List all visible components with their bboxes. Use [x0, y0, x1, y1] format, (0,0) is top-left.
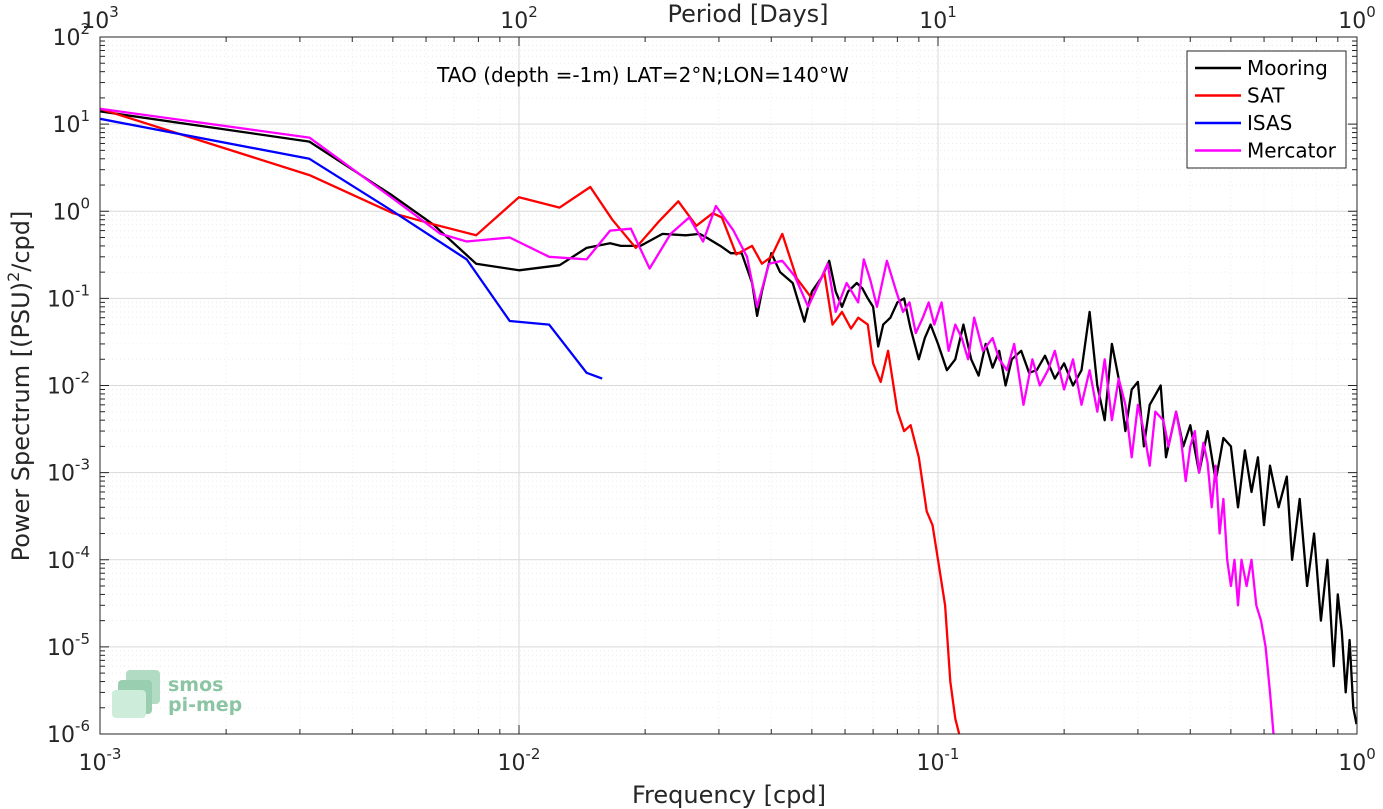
legend-label-mooring: Mooring [1247, 56, 1328, 80]
y-tick-label: 10-4 [47, 543, 90, 574]
y-axis-title-sup: 2 [4, 272, 23, 282]
top-tick-label: 101 [919, 3, 957, 34]
y-axis-title-main: Power Spectrum [(PSU) [7, 282, 35, 561]
top-tick-label: 103 [81, 3, 119, 34]
series-line-sat [100, 107, 961, 734]
legend-box [1186, 50, 1347, 169]
x-tick-label: 10-2 [498, 745, 541, 776]
logo-mark-front [112, 690, 146, 718]
top-tick-label: 102 [500, 3, 538, 34]
x-axis-title: Frequency [cpd] [632, 781, 826, 809]
y-tick-label: 100 [52, 194, 90, 225]
grid [99, 37, 1357, 735]
plot-title: TAO (depth =-1m) LAT=2°N;LON=140°W [436, 63, 849, 87]
y-tick-label: 101 [52, 107, 90, 138]
logo-text-smos: smos [168, 674, 223, 696]
y-axis-title-unit: /cpd] [7, 211, 35, 272]
series-line-isas [100, 117, 603, 380]
logo-text-pimep: pi-mep [168, 694, 242, 716]
y-tick-label: 10-6 [47, 717, 90, 748]
series-layer [100, 107, 1357, 734]
series-line-mercator [100, 107, 1275, 734]
legend: Mooring SAT ISAS Mercator [1186, 50, 1347, 169]
y-tick-label: 10-5 [47, 630, 90, 661]
tick-marks [99, 36, 1358, 735]
y-tick-label: 102 [52, 20, 90, 51]
y-axis-title: Power Spectrum [(PSU)2/cpd] [4, 211, 35, 562]
x-tick-label: 100 [1338, 745, 1376, 776]
legend-label-sat: SAT [1247, 84, 1285, 108]
x-tick-label: 10-1 [917, 745, 960, 776]
x-tick-label: 10-3 [79, 745, 122, 776]
top-axis-title: Period [Days] [667, 0, 828, 28]
legend-label-mercator: Mercator [1247, 139, 1337, 163]
legend-label-isas: ISAS [1247, 111, 1292, 135]
y-tick-label: 10-3 [47, 456, 90, 487]
smos-pi-mep-logo: smos pi-mep [112, 670, 242, 718]
top-tick-label: 100 [1338, 3, 1376, 34]
series-line-mooring [100, 110, 1357, 725]
y-tick-label: 10-1 [47, 281, 90, 312]
y-tick-label: 10-2 [47, 369, 90, 400]
